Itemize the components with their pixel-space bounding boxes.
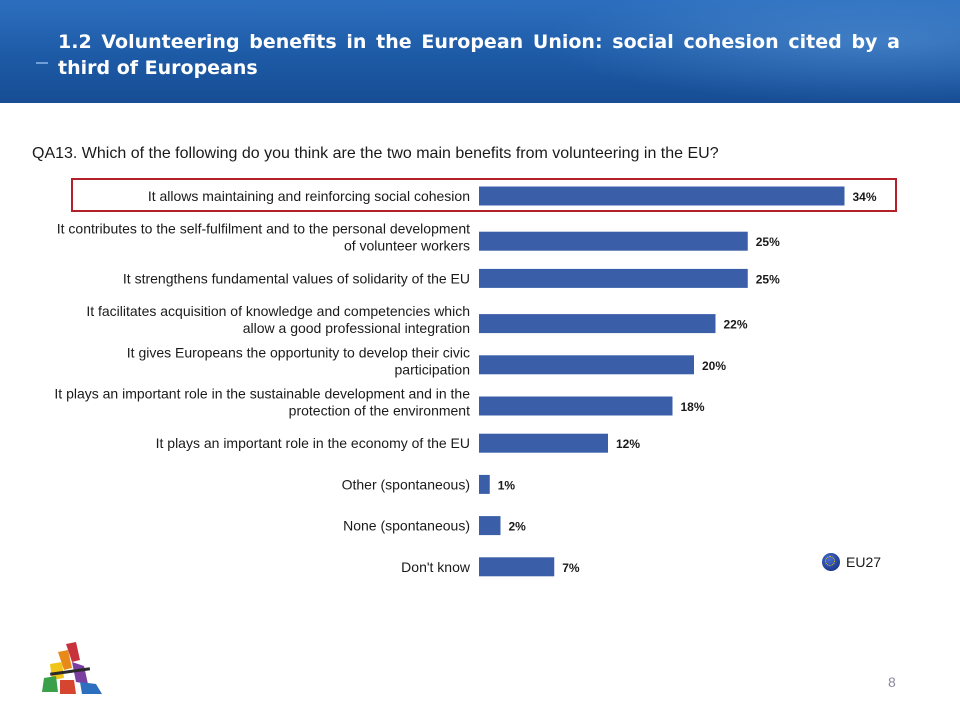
category-label: It facilitates acquisition of knowledge … [86,303,470,336]
bar [479,231,748,251]
bar [479,186,845,206]
data-label: 25% [756,272,780,286]
bar [479,474,490,494]
page-number: 8 [888,674,896,690]
data-label: 1% [498,478,516,492]
slide-title: 1.2 Volunteering benefits in the Europea… [58,31,900,79]
bar [479,557,555,577]
data-label: 20% [702,359,726,373]
header-shade [540,0,960,103]
category-label: Don't know [401,559,471,575]
logo-icon [42,642,102,694]
category-label: It strengthens fundamental values of sol… [123,270,470,286]
category-label: It allows maintaining and reinforcing so… [148,188,470,204]
legend: EU27 [822,553,881,571]
bar [479,396,673,416]
bar [479,314,716,334]
category-label: It plays an important role in the econom… [156,435,470,451]
category-label: It contributes to the self-fulfilment an… [57,221,470,254]
data-label: 2% [509,520,527,534]
category-label: Other (spontaneous) [342,476,470,492]
eu-flag-icon [822,553,840,571]
highlight-box [71,178,897,212]
data-label: 25% [756,235,780,249]
header-bullet [36,62,48,64]
survey-question: QA13. Which of the following do you thin… [32,145,719,162]
category-label: It gives Europeans the opportunity to de… [127,344,470,377]
bar [479,516,501,536]
slide-header: 1.2 Volunteering benefits in the Europea… [0,0,960,103]
bar [479,268,748,288]
data-label: 12% [616,437,640,451]
bar [479,433,608,453]
category-label: It plays an important role in the sustai… [54,386,470,419]
category-label: None (spontaneous) [343,518,470,534]
data-label: 18% [681,400,705,414]
data-label: 34% [853,190,877,204]
bar [479,355,694,375]
data-label: 22% [724,318,748,332]
data-label: 7% [562,561,580,575]
legend-label: EU27 [846,554,882,570]
